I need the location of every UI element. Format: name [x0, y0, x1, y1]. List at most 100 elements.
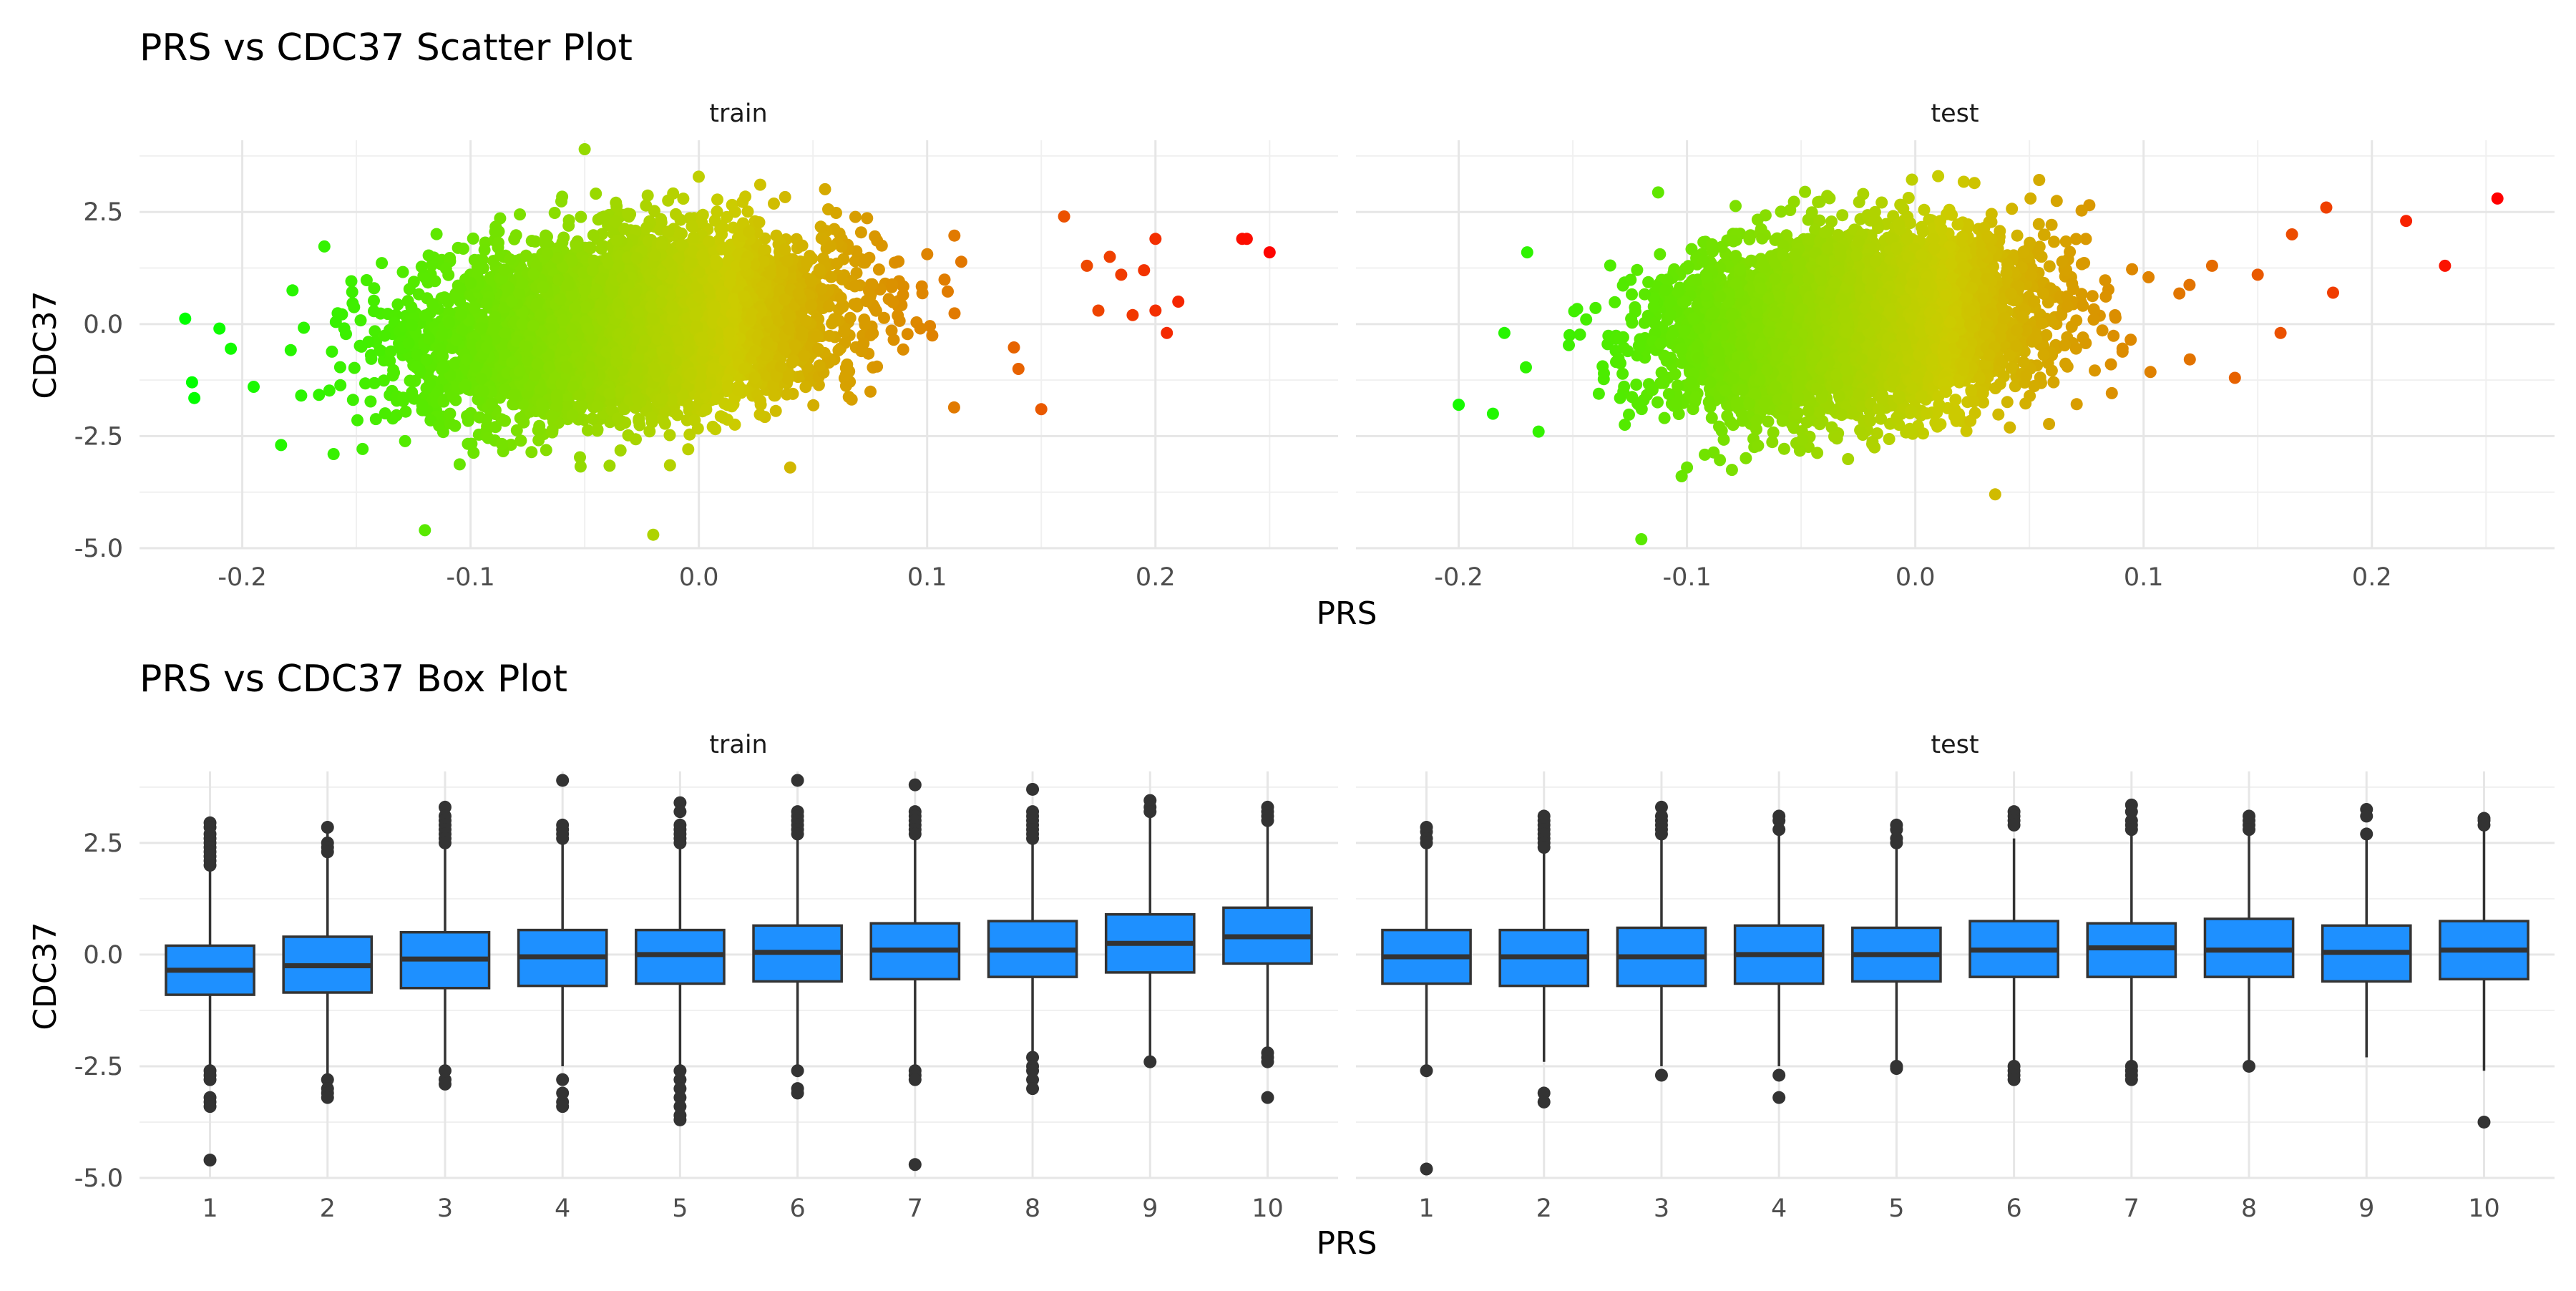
- scatter-train-point: [948, 401, 960, 414]
- scatter-train-point: [404, 375, 416, 387]
- scatter-train-point: [897, 289, 909, 301]
- scatter-train-point: [779, 191, 791, 203]
- scatter-train-point: [423, 250, 435, 262]
- scatter-train-point: [639, 335, 651, 347]
- scatter-train-point: [514, 208, 526, 220]
- scatter-train-point: [570, 241, 582, 253]
- scatter-train-point: [436, 350, 449, 362]
- scatter-train-point: [330, 316, 342, 328]
- scatter-train-point: [508, 389, 520, 401]
- scatter-train-point: [517, 416, 530, 429]
- scatter-train-point: [824, 330, 836, 342]
- scatter-train-point: [499, 415, 511, 427]
- scatter-train-point: [1008, 341, 1020, 354]
- scatter-train-point: [814, 359, 826, 371]
- scatter-train-point: [486, 397, 498, 409]
- scatter-train-point: [789, 339, 801, 351]
- scatter-train-point: [546, 410, 558, 422]
- scatter-train-point: [598, 210, 610, 223]
- scatter-train-point: [796, 329, 809, 341]
- scatter-train-point: [667, 187, 679, 200]
- scatter-train-point: [645, 411, 658, 424]
- scatter-train-point: [520, 250, 532, 262]
- scatter-train-point: [410, 361, 422, 374]
- scatter-train-point: [832, 344, 844, 356]
- scatter-train-point: [419, 272, 431, 284]
- scatter-train-point: [682, 443, 694, 455]
- scatter-train-point: [379, 330, 391, 342]
- scatter-train-point: [364, 396, 376, 408]
- scatter-train-point: [608, 368, 620, 380]
- scatter-train-point: [603, 459, 615, 472]
- scatter-train-point: [664, 429, 676, 442]
- scatter-train-point: [633, 419, 645, 432]
- scatter-train-point: [369, 377, 381, 389]
- scatter-train-point: [831, 258, 843, 270]
- scatter-train-point: [921, 248, 933, 260]
- scatter-train-point: [462, 438, 474, 450]
- scatter-train-point: [591, 400, 603, 412]
- scatter-train-point: [562, 220, 575, 232]
- scatter-train-point: [348, 301, 360, 313]
- scatter-train-point: [887, 296, 899, 308]
- scatter-train-point: [318, 240, 331, 253]
- scatter-train-point: [610, 197, 622, 209]
- scatter-train-point: [404, 283, 416, 296]
- scatter-train-point: [590, 187, 602, 200]
- scatter-train-point: [482, 432, 494, 444]
- scatter-train-point: [819, 183, 831, 195]
- scatter-train-point: [475, 322, 487, 334]
- scatter-train-point: [334, 379, 346, 391]
- scatter-train-point: [368, 295, 380, 307]
- scatter-train-point: [388, 366, 400, 379]
- scatter-train-point: [436, 329, 448, 341]
- scatter-train-point: [823, 301, 835, 313]
- scatter-train-point: [368, 282, 380, 294]
- scatter-train-point: [421, 354, 433, 366]
- scatter-train-point: [547, 424, 559, 436]
- scatter-train-point: [861, 212, 873, 224]
- scatter-train-point: [640, 222, 653, 234]
- scatter-train-point: [326, 346, 338, 358]
- scatter-train-point: [711, 193, 723, 205]
- scatter-train-point: [298, 322, 310, 334]
- scatter-train-point: [595, 243, 608, 255]
- scatter-train-point: [742, 205, 754, 218]
- scatter-train-point: [670, 374, 682, 386]
- scatter-train-point: [347, 394, 359, 406]
- scatter-train-point: [675, 286, 688, 298]
- scatter-train-point: [356, 341, 368, 353]
- scatter-train-point: [549, 207, 561, 219]
- scatter-train-point: [873, 263, 885, 276]
- scatter-train-point: [540, 230, 552, 242]
- scatter-train-point: [376, 257, 388, 269]
- scatter-train-point: [584, 241, 596, 253]
- scatter-train-point: [836, 273, 848, 286]
- scatter-train-point: [709, 215, 721, 227]
- scatter-train-point: [897, 344, 909, 356]
- scatter-train-point: [531, 298, 543, 310]
- scatter-train-point: [796, 240, 809, 252]
- scatter-train-point: [457, 243, 469, 255]
- scatter-train-point: [440, 263, 452, 275]
- scatter-train-point: [830, 207, 842, 219]
- scatter-train-point: [914, 323, 927, 335]
- scatter-train-point: [754, 409, 766, 421]
- scatter-train-point: [857, 338, 869, 350]
- scatter-train-point: [858, 313, 870, 326]
- scatter-train-point: [838, 326, 850, 338]
- scatter-train-point: [556, 190, 568, 203]
- scatter-train-point: [399, 435, 411, 447]
- scatter-train-point: [871, 361, 883, 373]
- scatter-train-point: [688, 414, 701, 427]
- scatter-train-point: [894, 315, 906, 327]
- scatter-train-point: [543, 361, 555, 374]
- scatter-train-point: [368, 305, 380, 317]
- scatter-train-point: [575, 211, 587, 223]
- scatter-train-point: [864, 386, 877, 398]
- scatter-train-point: [487, 323, 499, 336]
- scatter-train-point: [753, 216, 766, 228]
- scatter-train-point: [510, 229, 522, 241]
- scatter-train-point: [365, 349, 377, 361]
